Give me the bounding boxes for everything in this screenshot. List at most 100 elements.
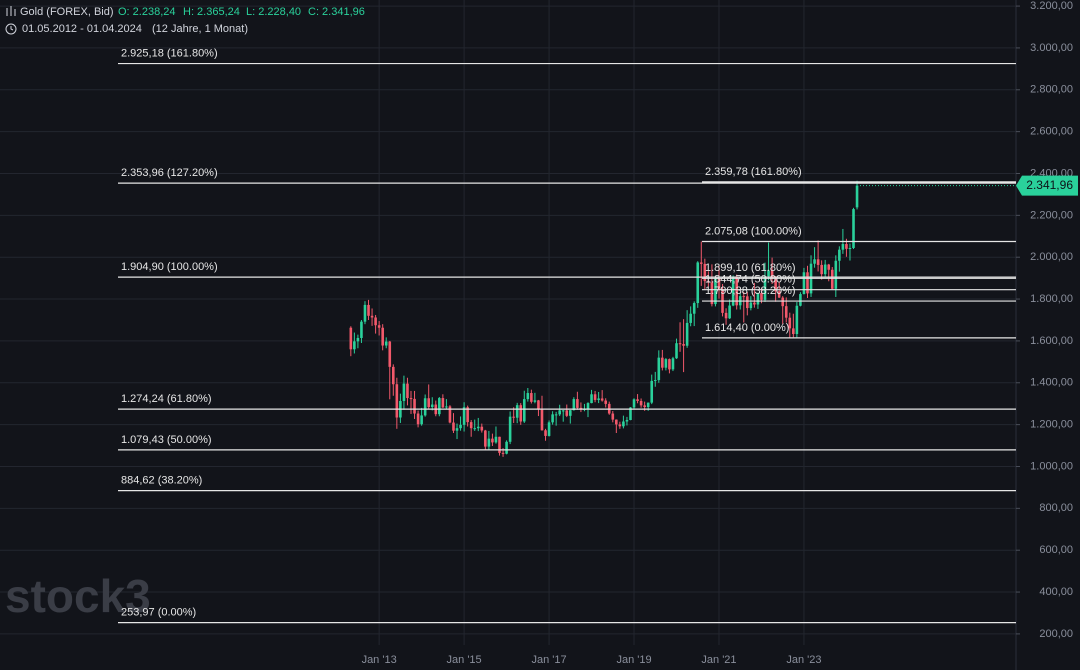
fib-label: 1.844,74 (50.00%)	[705, 274, 796, 286]
candle-body	[696, 262, 700, 304]
x-tick-label: Jan '19	[616, 654, 651, 666]
fib-label: 1.079,43 (50.00%)	[121, 434, 212, 446]
candle-body	[838, 249, 841, 261]
candle-body	[526, 393, 530, 400]
x-tick-label: Jan '23	[786, 654, 821, 666]
candle-body	[763, 276, 767, 300]
candle-body	[643, 405, 646, 408]
candle-body	[714, 278, 717, 305]
candle-body	[515, 405, 519, 418]
fib-label: 253,97 (0.00%)	[121, 607, 196, 619]
last-price-badge	[1016, 175, 1078, 196]
candle-body	[735, 276, 738, 306]
candle-body	[746, 296, 749, 309]
candle-body	[388, 341, 392, 367]
fib-label: 2.925,18 (161.80%)	[121, 47, 218, 59]
candle-body	[427, 398, 431, 408]
clock-icon	[5, 23, 17, 35]
candle-body	[707, 281, 710, 283]
candle-body	[593, 394, 597, 400]
candle-body	[469, 422, 473, 429]
candle-body	[717, 278, 721, 290]
ohlc-low: L: 2.228,40	[246, 6, 301, 18]
candle-body	[781, 297, 785, 307]
x-tick-label: Jan '15	[447, 654, 482, 666]
candle-body	[395, 384, 399, 418]
candle-body	[487, 438, 491, 447]
candle-body	[852, 209, 855, 248]
fib-label: 1.899,10 (61.80%)	[705, 262, 796, 274]
fib-label: 2.359,78 (161.80%)	[705, 166, 802, 178]
candle-body	[749, 302, 753, 309]
candle-body	[402, 383, 406, 401]
candle-body	[547, 422, 551, 436]
candle-body	[710, 282, 714, 305]
candle-body	[565, 410, 569, 416]
candle-body	[561, 410, 565, 412]
candle-body	[533, 400, 537, 402]
grid	[0, 0, 1016, 645]
y-tick-label: 1.000,00	[1030, 460, 1073, 472]
candle-body	[540, 408, 544, 431]
y-tick-label: 600,00	[1039, 544, 1073, 556]
candle-body	[476, 426, 480, 429]
candle-body	[597, 398, 600, 400]
y-tick-label: 400,00	[1039, 586, 1073, 598]
candle-body	[777, 291, 781, 298]
candle-body	[788, 317, 792, 329]
candle-body	[671, 358, 675, 370]
clock-hands	[10, 26, 14, 31]
candle-body	[653, 380, 657, 382]
candle-body	[675, 343, 678, 359]
candle-body	[604, 400, 608, 404]
y-tick-label: 2.800,00	[1030, 84, 1073, 96]
candle-body	[848, 247, 852, 249]
candle-body	[650, 380, 654, 403]
candle-body	[576, 399, 579, 408]
candle-body	[678, 343, 682, 345]
candle-body	[551, 414, 554, 423]
candle-body	[537, 400, 540, 409]
candle-body	[448, 406, 452, 423]
candle-body	[462, 407, 466, 425]
candle-body	[802, 272, 806, 295]
candle-body	[572, 399, 576, 411]
candle-body	[392, 366, 395, 385]
candle-body	[370, 315, 374, 318]
fib-label: 2.075,08 (100.00%)	[705, 225, 802, 237]
candle-body	[406, 383, 409, 399]
candle-body	[522, 399, 526, 422]
candle-body	[625, 420, 629, 422]
candle-body	[742, 296, 746, 298]
y-tick-label: 3.000,00	[1030, 42, 1073, 54]
candle-body	[505, 441, 508, 454]
candle-body	[657, 357, 661, 381]
candle-body	[834, 260, 838, 289]
candle-body	[384, 341, 388, 346]
candle-body	[558, 410, 561, 415]
y-tick-label: 1.200,00	[1030, 419, 1073, 431]
candle-body	[827, 264, 831, 270]
candle-body	[452, 422, 455, 431]
ohlc-high: H: 2.365,24	[183, 6, 240, 18]
candle-body	[445, 406, 448, 408]
candle-body	[590, 394, 593, 404]
candle-body	[855, 185, 859, 208]
candle-body	[728, 305, 731, 319]
candle-body	[823, 264, 827, 275]
candle-body	[629, 407, 632, 421]
candle-body	[512, 416, 515, 418]
candle-body	[480, 426, 484, 431]
bars-icon	[6, 6, 16, 16]
candle-body	[363, 304, 367, 322]
fib-label: 884,62 (38.20%)	[121, 475, 202, 487]
candle-body	[636, 399, 639, 401]
candle-body	[753, 302, 756, 305]
candle-body	[409, 398, 413, 400]
candle-body	[498, 436, 501, 453]
candle-body	[441, 398, 445, 408]
watermark: stock3	[5, 570, 151, 622]
